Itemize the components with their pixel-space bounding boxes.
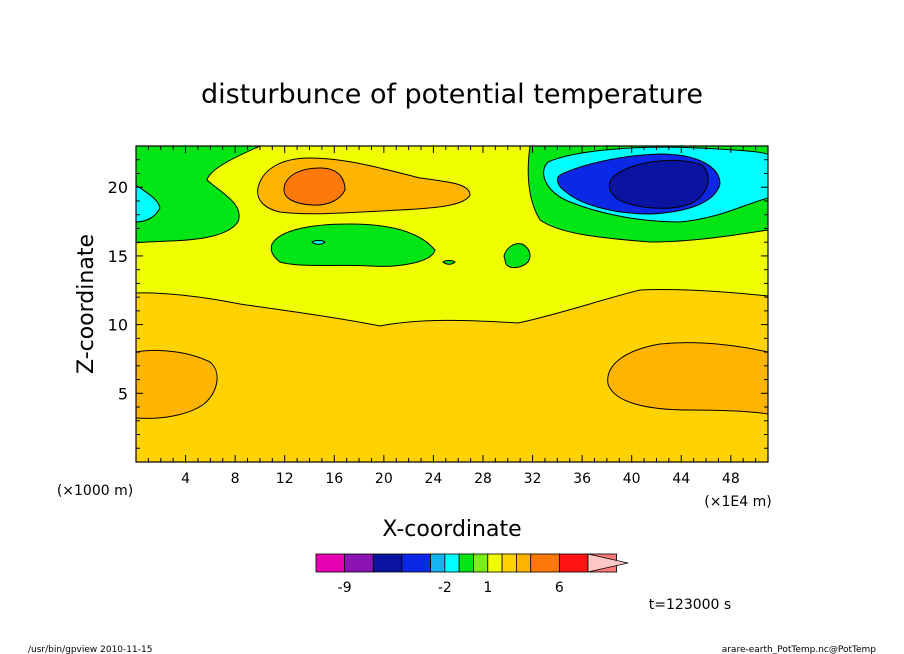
x-tick-label: 32: [524, 471, 542, 487]
y-axis-label: Z-coordinate: [74, 234, 99, 374]
colorbar-segment: [516, 553, 532, 573]
x-tick-label: 36: [573, 471, 591, 487]
colorbar-segment: [501, 553, 517, 573]
cyan-mid-dot: [312, 240, 325, 245]
colorbar-segment: [444, 553, 460, 573]
x-unit-left: (×1000 m): [57, 483, 133, 499]
colorbar-tick-label: -9: [338, 580, 352, 596]
colorbar-segment: [558, 553, 589, 573]
colorbar-extend-arrow: [587, 553, 629, 573]
navy-upper-right-core: [609, 160, 709, 209]
y-tick-label: 10: [108, 316, 128, 335]
orange-upper: [284, 168, 345, 206]
time-label: t=123000 s: [649, 597, 731, 613]
x-tick-label: 4: [181, 471, 190, 487]
x-tick-label: 40: [623, 471, 641, 487]
colorbar-tick-label: 6: [555, 580, 564, 596]
x-tick-label: 16: [325, 471, 343, 487]
footer-right: arare-earth_PotTemp.nc@PotTemp: [722, 645, 877, 654]
colorbar-segment: [315, 553, 346, 573]
colorbar-segment: [430, 553, 446, 573]
footer-left: /usr/bin/gpview 2010-11-15: [28, 645, 152, 654]
colorbar-segment: [401, 553, 431, 573]
x-tick-label: 44: [672, 471, 690, 487]
x-tick-label: 48: [722, 471, 740, 487]
x-tick-label: 24: [424, 471, 442, 487]
chart-title: disturbunce of potential temperature: [201, 79, 703, 110]
plot-frame: [135, 145, 769, 463]
y-tick-label: 15: [108, 247, 128, 266]
colorbar-segment: [487, 553, 503, 573]
warm-lower-left: [136, 350, 218, 419]
x-tick-label: 28: [474, 471, 492, 487]
colorbar-segment: [473, 553, 489, 573]
green-upper-left: [136, 146, 260, 243]
y-tick-label: 20: [108, 178, 128, 197]
green-mid: [271, 224, 435, 267]
x-axis-label: X-coordinate: [382, 517, 521, 542]
colorbar: -9 -2 1 6: [315, 553, 629, 596]
x-tick-label: 8: [231, 471, 240, 487]
colorbar-segment: [372, 553, 403, 573]
x-tick-label: 12: [276, 471, 294, 487]
x-ticks: 4 8 12 16 20 24 28 32 36 40 44 48: [147, 146, 757, 487]
colorbar-segment: [344, 553, 374, 573]
colorbar-tick-label: 1: [483, 580, 492, 596]
colorbar-tick-label: -2: [438, 580, 452, 596]
cyan-upper-left: [136, 185, 160, 222]
x-tick-label: 20: [375, 471, 393, 487]
green-mid-blob: [504, 243, 530, 268]
x-unit-right: (×1E4 m): [704, 494, 771, 510]
y-ticks: 5 10 15 20: [108, 159, 768, 449]
contour-lines: [135, 145, 769, 419]
colorbar-segment: [530, 553, 560, 573]
warm-lower-right: [607, 342, 768, 414]
colorbar-segment: [458, 553, 474, 573]
y-tick-label: 5: [118, 384, 128, 403]
